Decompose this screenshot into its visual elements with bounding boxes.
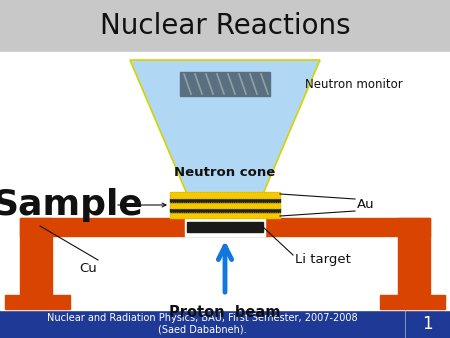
Bar <box>380 295 445 309</box>
Text: Neutron cone: Neutron cone <box>175 166 275 178</box>
Bar <box>170 212 280 218</box>
Bar <box>170 198 280 202</box>
Text: Neutron monitor: Neutron monitor <box>305 77 403 91</box>
Text: Sample: Sample <box>0 188 144 222</box>
Bar <box>180 72 270 96</box>
Text: 1: 1 <box>422 315 433 333</box>
Bar <box>185 218 265 236</box>
Bar <box>170 212 280 218</box>
Bar <box>405 310 450 338</box>
Bar <box>170 202 280 208</box>
Bar <box>170 192 280 198</box>
Bar <box>20 218 52 305</box>
Bar <box>187 222 263 232</box>
Polygon shape <box>130 60 320 194</box>
Text: Li target: Li target <box>295 254 351 266</box>
Bar <box>0 310 405 338</box>
Bar <box>20 218 430 236</box>
Bar <box>0 52 450 310</box>
Text: Nuclear Reactions: Nuclear Reactions <box>100 12 350 40</box>
Bar <box>398 218 430 305</box>
Bar <box>170 192 280 198</box>
Text: Nuclear and Radiation Physics, BAU, First Semester, 2007-2008
(Saed Dababneh).: Nuclear and Radiation Physics, BAU, Firs… <box>47 313 358 335</box>
Bar <box>5 295 70 309</box>
Bar <box>170 208 280 212</box>
Bar <box>0 0 450 52</box>
Text: Proton  beam: Proton beam <box>169 305 281 320</box>
Text: Au: Au <box>357 198 374 212</box>
Text: Cu: Cu <box>79 262 97 274</box>
Bar <box>170 202 280 208</box>
